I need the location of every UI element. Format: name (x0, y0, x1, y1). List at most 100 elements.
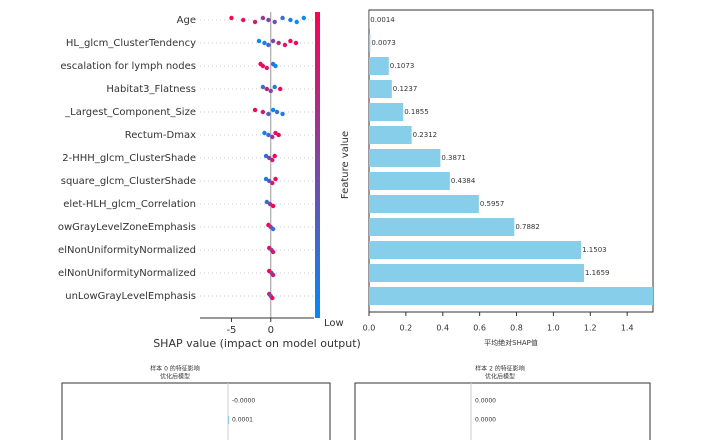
colorbar (315, 12, 320, 318)
x-axis-label: SHAP value (impact on model output) (153, 337, 361, 350)
value-label: 0.0014 (370, 16, 395, 24)
shap-point (288, 17, 293, 23)
feature-label: unLowGrayLevelEmphasis (65, 291, 196, 302)
shap-point (270, 203, 276, 209)
shap-point (273, 130, 278, 136)
panel-frame (61, 382, 331, 440)
x-tick-label: 1.2 (584, 324, 597, 333)
shap-point (266, 155, 272, 161)
sample-title: 样本 0 的特征影响 (150, 365, 200, 373)
shap-point (272, 84, 277, 90)
feature-label: elNonUniformityNormalized (58, 245, 196, 256)
value-label: 0.0073 (371, 39, 396, 47)
feature-label: escalation for lymph nodes (60, 61, 196, 72)
bar (369, 103, 404, 121)
shap-point (260, 15, 266, 21)
value-label: 0.2312 (413, 131, 438, 139)
shap-point (270, 180, 275, 186)
sample-subtitle: 优化后模型 (160, 373, 190, 381)
shap-point (260, 63, 266, 69)
x-tick-label: 1.0 (547, 324, 560, 333)
shap-point (288, 38, 293, 44)
x-tick-label: 0 (268, 325, 274, 336)
value-label: 0.7882 (515, 223, 540, 231)
shap-point (241, 17, 246, 23)
feature-label: Rectum-Dmax (125, 130, 196, 141)
value-label: -0.0000 (232, 398, 255, 405)
bar (369, 80, 392, 98)
shap-point (301, 15, 306, 21)
shap-point (274, 109, 280, 115)
x-tick-label: 0.6 (473, 324, 486, 333)
shap-point (280, 15, 285, 21)
sample-title: 样本 2 的特征影响 (475, 365, 525, 373)
feature-label: elNonUniformityNormalized (58, 268, 196, 279)
bar (369, 264, 585, 282)
shap-point (268, 88, 273, 94)
shap-point (266, 178, 272, 184)
bar (369, 218, 515, 236)
bar (369, 287, 653, 305)
shap-point (270, 157, 275, 163)
x-tick-label: 0.4 (436, 324, 449, 333)
value-label: 1.1503 (582, 246, 607, 254)
shap-point (272, 19, 277, 25)
shap-point (252, 107, 258, 113)
shap-point (263, 153, 269, 159)
sample-subtitle: 优化后模型 (485, 373, 515, 381)
shap-point (282, 42, 288, 48)
shap-point (266, 17, 271, 23)
shap-point (270, 249, 276, 255)
shap-point (270, 134, 275, 140)
shap-point (266, 132, 271, 138)
x-axis-label: 平均绝对SHAP值 (484, 338, 538, 347)
shap-point (260, 109, 266, 115)
shap-point (270, 272, 276, 278)
feature-label: owGrayLevelZoneEmphasis (58, 222, 196, 233)
bar (369, 149, 441, 167)
shap-point (262, 130, 267, 136)
value-label: 1.1659 (585, 269, 610, 277)
shap-point (294, 19, 299, 25)
panel-frame (354, 382, 651, 440)
colorbar-label: Feature value (340, 131, 351, 199)
bar (369, 172, 450, 190)
x-tick-label: -5 (226, 325, 236, 336)
feature-label: square_glcm_ClusterShade (61, 176, 196, 187)
shap-point (267, 201, 273, 207)
shap-point (273, 63, 278, 69)
bar (228, 416, 229, 424)
value-label: 0.4384 (451, 177, 476, 185)
feature-label: 2-HHH_glcm_ClusterShade (62, 153, 196, 164)
shap-point (276, 40, 281, 46)
bar (369, 34, 371, 52)
value-label: 0.3871 (441, 154, 466, 162)
shap-point (276, 132, 281, 138)
feature-label: Habitat3_Flatness (106, 84, 196, 95)
x-tick-label: 0.0 (363, 324, 376, 333)
bar (369, 241, 582, 259)
x-tick-label: 0.8 (510, 324, 523, 333)
feature-label: elet-HLH_glcm_Correlation (63, 199, 196, 210)
shap-point (270, 38, 276, 44)
colorbar-low: Low (324, 318, 344, 329)
shap-point (270, 295, 275, 301)
shap-point (270, 107, 276, 113)
feature-label: HL_glcm_ClusterTendency (66, 38, 196, 49)
shap-point (280, 111, 285, 117)
shap-point (266, 111, 271, 117)
value-label: 0.1855 (404, 108, 429, 116)
shap-point (272, 153, 277, 159)
shap-point (264, 86, 270, 92)
value-label: 0.1237 (393, 85, 418, 93)
value-label: 0.5957 (480, 200, 505, 208)
x-tick-label: 0.2 (400, 324, 413, 333)
bar (369, 126, 412, 144)
value-label: 0.0000 (475, 398, 496, 405)
shap-point (260, 84, 266, 90)
shap-point (262, 40, 267, 46)
shap-point (252, 19, 258, 25)
shap-point (263, 176, 269, 182)
shap-point (229, 15, 234, 21)
shap-point (270, 226, 276, 232)
